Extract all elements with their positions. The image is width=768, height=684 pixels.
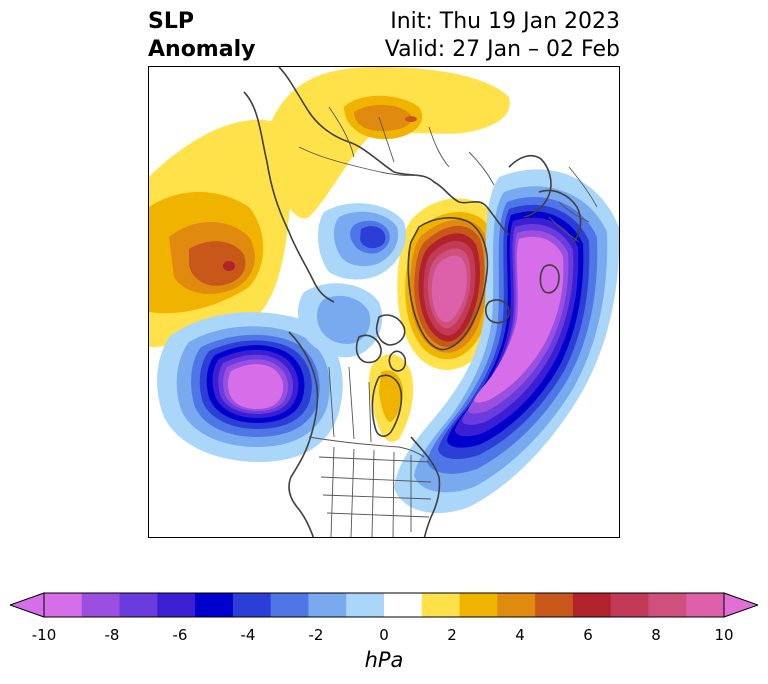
colorbar-tick-label: 4 [515, 626, 525, 644]
map-panel [148, 66, 620, 538]
colorbar-cell [497, 593, 536, 617]
country-borders [298, 106, 598, 537]
valid-range: Valid: 27 Jan – 02 Feb [384, 37, 620, 62]
scandinavia-high [269, 67, 510, 219]
date-info: Init: Thu 19 Jan 2023 Valid: 27 Jan – 02… [385, 8, 620, 64]
colorbar-tick-label: -2 [308, 626, 324, 644]
colorbar-cell [686, 593, 725, 617]
colorbar-cell [346, 593, 385, 617]
field-title-line2: Anomaly [148, 37, 256, 62]
canada-arctic-low [297, 283, 383, 358]
colorbar-tick-label: 2 [447, 626, 457, 644]
barents-sea-low [317, 203, 407, 280]
field-title-line1: SLP [148, 9, 194, 34]
colorbar-cell [610, 593, 650, 617]
field-title: SLP Anomaly [148, 8, 255, 64]
colorbar-extend-max [723, 592, 758, 618]
colorbar-cell [535, 593, 574, 617]
init-date: Init: Thu 19 Jan 2023 [390, 9, 620, 34]
colorbar [10, 592, 758, 618]
colorbar-tick-label: -6 [172, 626, 188, 644]
gulf-of-alaska-low [157, 312, 343, 462]
colorbar-cell [119, 593, 158, 617]
colorbar-extend-min [10, 592, 45, 618]
colorbar-cell [44, 593, 83, 617]
colorbar-tick-label: 6 [583, 626, 593, 644]
colorbar-cell [270, 593, 310, 617]
colorbar-cell [195, 593, 234, 617]
colorbar-cell [157, 593, 196, 617]
colorbar-tick-label: -10 [31, 626, 57, 644]
colorbar-tick-label: -8 [104, 626, 120, 644]
colorbar-tick-label: 8 [651, 626, 661, 644]
colorbar-unit-label: hPa [364, 648, 404, 672]
colorbar-cell [459, 593, 498, 617]
colorbar-cell [81, 593, 121, 617]
colorbar-tick-label: 10 [714, 626, 734, 644]
anomaly-map [149, 67, 619, 537]
colorbar-cell [384, 593, 423, 617]
colorbar-tick-label: 0 [379, 626, 389, 644]
colorbar-outline [43, 592, 725, 618]
colorbar-cell [572, 593, 612, 617]
colorbar-cell [308, 593, 347, 617]
colorbar-cell [421, 593, 461, 617]
colorbar-tick-label: -4 [240, 626, 256, 644]
siberia-high [149, 119, 292, 347]
colorbar-cell [648, 593, 687, 617]
colorbar-cell [232, 593, 272, 617]
